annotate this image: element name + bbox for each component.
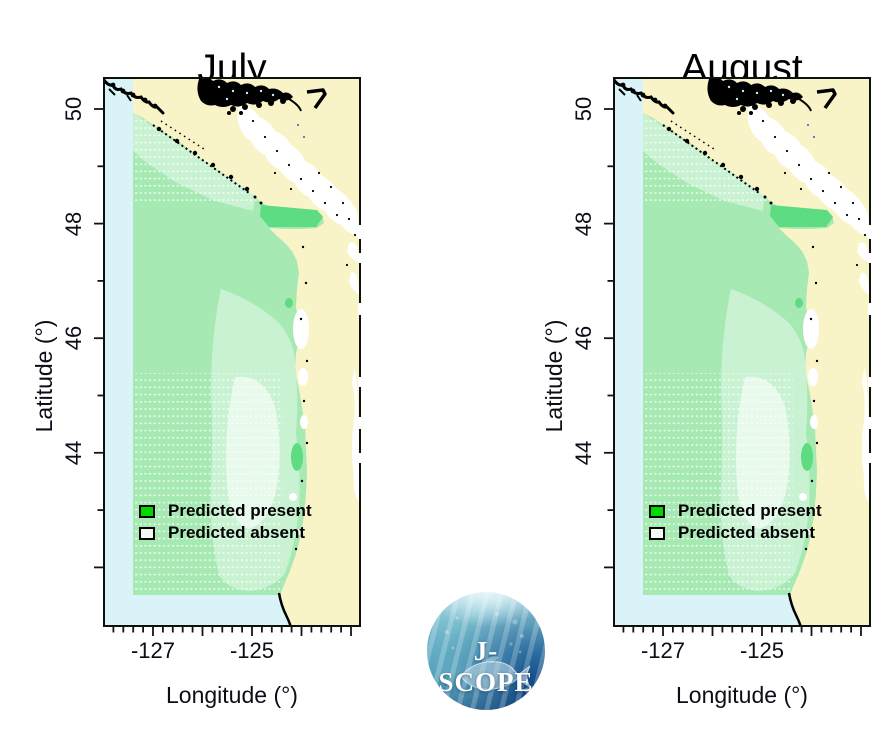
axis-ticks — [604, 108, 862, 636]
legend-label-absent: Predicted absent — [168, 523, 305, 542]
panel-july: July Latitude (°) 50 48 46 44 -127 -125 … — [0, 0, 385, 730]
map-august — [604, 71, 889, 636]
map-legend: Predicted present Predicted absent — [139, 501, 312, 545]
panel-august: August Latitude (°) 50 48 46 44 -127 -12… — [510, 0, 895, 730]
underwater-scene-icon — [445, 612, 534, 695]
legend-label-present: Predicted present — [168, 501, 312, 520]
latitude-axis-label: Latitude (°) — [31, 319, 57, 433]
legend-row-absent: Predicted absent — [139, 523, 312, 543]
jscope-logo: J-SCOPE — [427, 592, 545, 710]
legend-row-absent: Predicted absent — [649, 523, 822, 543]
legend-swatch-present — [649, 504, 665, 518]
legend-swatch-present — [139, 504, 155, 518]
longitude-axis-label: Longitude (°) — [676, 682, 808, 708]
lon-tick--125: -125 — [229, 638, 275, 663]
lon-tick--127: -127 — [130, 638, 176, 663]
lat-tick-50: 50 — [61, 96, 86, 122]
lat-tick-44: 44 — [571, 440, 596, 466]
lat-tick-44: 44 — [61, 440, 86, 466]
lat-tick-48: 48 — [61, 211, 86, 237]
legend-label-absent: Predicted absent — [678, 523, 815, 542]
legend-row-present: Predicted present — [139, 501, 312, 521]
legend-label-present: Predicted present — [678, 501, 822, 520]
lon-tick--125: -125 — [739, 638, 785, 663]
legend-row-present: Predicted present — [649, 501, 822, 521]
lat-tick-50: 50 — [571, 96, 596, 122]
lon-tick--127: -127 — [640, 638, 686, 663]
latitude-axis-label: Latitude (°) — [541, 319, 567, 433]
axis-ticks — [94, 108, 352, 636]
jscope-logo-text: J-SCOPE — [438, 636, 534, 697]
legend-swatch-absent — [139, 526, 155, 540]
lat-tick-48: 48 — [571, 211, 596, 237]
lat-tick-46: 46 — [61, 325, 86, 351]
lat-tick-46: 46 — [571, 325, 596, 351]
legend-swatch-absent — [649, 526, 665, 540]
map-july — [94, 71, 379, 636]
longitude-axis-label: Longitude (°) — [166, 682, 298, 708]
map-legend: Predicted present Predicted absent — [649, 501, 822, 545]
bubbles-icon — [445, 612, 524, 654]
fish-icon — [460, 656, 534, 695]
